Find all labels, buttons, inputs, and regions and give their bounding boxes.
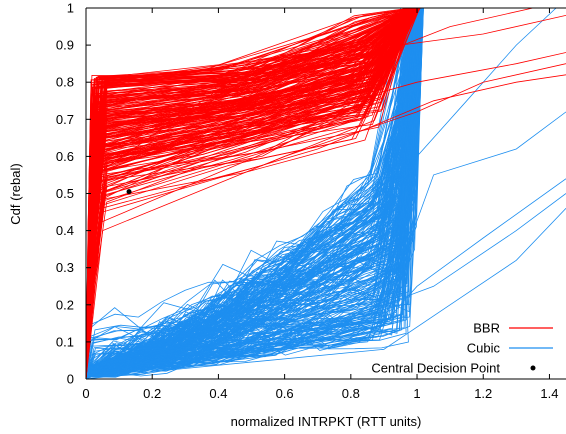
cubic-line xyxy=(86,8,422,379)
cubic-line xyxy=(86,8,415,379)
cubic-line xyxy=(86,8,410,379)
cubic-line xyxy=(86,8,409,379)
bbr-line xyxy=(86,8,413,379)
legend-label: Cubic xyxy=(467,341,501,356)
y-tick-label: 0.7 xyxy=(56,112,74,127)
cubic-line xyxy=(86,208,566,379)
cubic-line xyxy=(86,8,418,379)
cubic-line xyxy=(86,8,424,379)
bbr-line xyxy=(86,8,412,379)
x-tick-label: 0 xyxy=(82,386,89,401)
cubic-line xyxy=(86,8,557,379)
y-tick-label: 1 xyxy=(67,1,74,16)
bbr-line xyxy=(86,63,566,379)
y-tick-label: 0.6 xyxy=(56,149,74,164)
y-tick-label: 0.1 xyxy=(56,334,74,349)
bbr-line xyxy=(86,15,566,379)
cubic-line xyxy=(86,8,411,379)
series-bbr xyxy=(86,8,566,379)
cubic-line xyxy=(86,111,566,379)
bbr-line xyxy=(86,8,412,379)
bbr-line xyxy=(86,52,566,379)
cubic-line xyxy=(86,8,413,379)
x-axis-title: normalized INTRPKT (RTT units) xyxy=(231,414,422,429)
y-tick-label: 0.9 xyxy=(56,38,74,53)
cubic-line xyxy=(86,8,423,379)
legend-label: BBR xyxy=(473,321,500,336)
x-tick-label: 1 xyxy=(413,386,420,401)
cubic-line xyxy=(86,8,418,379)
cubic-line xyxy=(86,8,417,379)
ticks: 0 0.2 0.4 0.6 0.8 1 1.2 1.4 0 0.1 0.2 0.3 0.4 0.5 0.6 0… xyxy=(56,1,559,402)
cubic-line xyxy=(86,8,413,379)
cubic-line xyxy=(86,8,423,379)
y-tick-label: 0.8 xyxy=(56,75,74,90)
bbr-line xyxy=(86,8,421,379)
bbr-line xyxy=(86,8,411,379)
series-cubic xyxy=(86,8,566,379)
y-tick-label: 0.3 xyxy=(56,260,74,275)
x-tick-label: 0.4 xyxy=(209,386,227,401)
bbr-line xyxy=(86,8,420,379)
x-tick-label: 1.2 xyxy=(474,386,492,401)
cubic-line xyxy=(86,8,423,379)
cubic-line xyxy=(86,178,566,379)
x-tick-label: 0.8 xyxy=(342,386,360,401)
x-tick-label: 1.4 xyxy=(540,386,558,401)
cubic-line xyxy=(86,8,409,379)
bbr-line xyxy=(86,74,566,379)
x-tick-label: 0.6 xyxy=(276,386,294,401)
y-tick-label: 0.2 xyxy=(56,297,74,312)
bbr-line xyxy=(86,8,408,379)
cubic-line xyxy=(86,8,413,379)
x-tick-label: 0.2 xyxy=(143,386,161,401)
cubic-line xyxy=(86,8,422,379)
y-tick-label: 0 xyxy=(67,372,74,387)
cubic-line xyxy=(86,8,416,379)
cubic-line xyxy=(86,8,409,379)
legend: BBR Cubic Central Decision Point xyxy=(371,321,553,376)
y-tick-label: 0.4 xyxy=(56,223,74,238)
cubic-line xyxy=(86,8,419,379)
bbr-line xyxy=(86,8,533,379)
y-tick-label: 0.5 xyxy=(56,186,74,201)
legend-swatch xyxy=(530,365,536,371)
plot-area xyxy=(86,8,566,379)
y-axis-title: Cdf (rebal) xyxy=(8,163,23,224)
bbr-line xyxy=(86,8,410,379)
central-decision-point xyxy=(126,189,132,195)
legend-label: Central Decision Point xyxy=(371,361,500,376)
